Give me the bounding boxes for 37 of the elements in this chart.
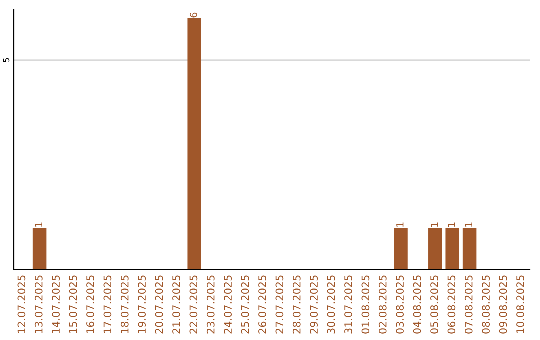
data-label: 1 (448, 222, 456, 227)
x-tick-label: 13.07.2025 (34, 276, 43, 334)
x-tick-label: 25.07.2025 (241, 276, 250, 334)
x-tick-label: 21.07.2025 (172, 276, 180, 334)
x-tick-label: 08.08.2025 (482, 276, 490, 334)
x-tick-label: 31.07.2025 (344, 276, 352, 334)
data-label: 1 (35, 222, 42, 227)
x-tick-label: 05.08.2025 (430, 276, 438, 334)
x-tick-label: 26.07.2025 (258, 276, 266, 334)
x-tick-label: 19.07.2025 (138, 276, 146, 334)
data-label: 1 (465, 222, 472, 227)
x-tick-label: 30.07.2025 (327, 276, 336, 334)
x-tick-label: 09.08.2025 (499, 276, 508, 334)
x-tick-label: 03.08.2025 (396, 276, 404, 334)
x-tick-label: 27.07.2025 (276, 276, 284, 334)
x-tick-label: 18.07.2025 (120, 276, 129, 334)
x-tick-label: 16.07.2025 (86, 276, 94, 334)
x-tick-label: 24.07.2025 (224, 276, 232, 334)
x-tick-label: 12.07.2025 (18, 276, 26, 334)
x-tick-label: 15.07.2025 (69, 276, 78, 334)
x-tick-label: 28.07.2025 (292, 276, 301, 334)
x-tick-label: 17.07.2025 (104, 276, 112, 334)
data-label: 6 (190, 12, 198, 18)
x-tick-label: 29.07.2025 (310, 276, 318, 334)
x-tick-label: 10.08.2025 (516, 276, 524, 334)
x-tick-label: 07.08.2025 (464, 276, 473, 334)
x-tick-label: 02.08.2025 (378, 276, 387, 334)
x-tick-label: 04.08.2025 (413, 276, 422, 334)
x-tick-label: 23.07.2025 (206, 276, 215, 334)
x-tick-label: 20.07.2025 (155, 276, 164, 334)
x-tick-label: 22.07.2025 (190, 276, 198, 334)
data-label: 1 (430, 222, 438, 227)
data-label: 1 (396, 222, 404, 227)
x-tick-label: 01.08.2025 (362, 276, 370, 334)
x-tick-label: 14.07.2025 (52, 276, 60, 334)
x-tick-label: 06.08.2025 (448, 276, 456, 334)
y-tick-label: 5 (3, 58, 10, 62)
